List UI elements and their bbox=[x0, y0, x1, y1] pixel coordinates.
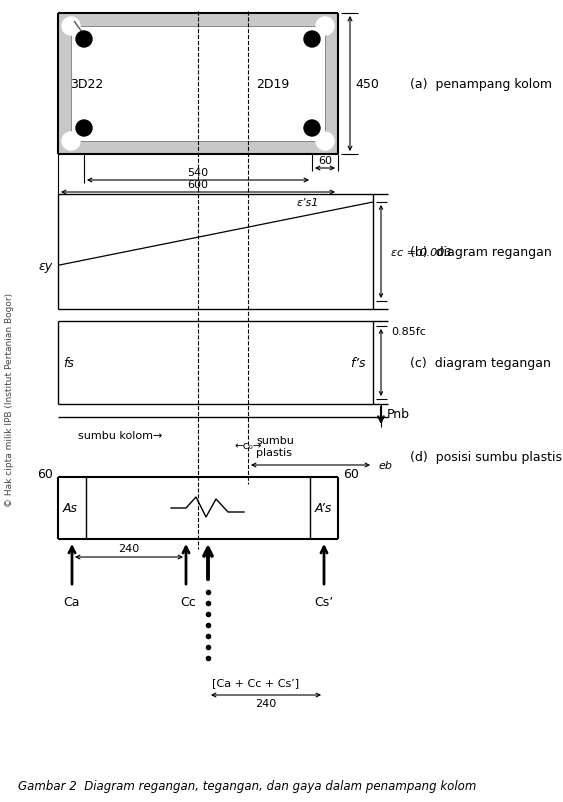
Text: (d)  posisi sumbu plastis c₀: (d) posisi sumbu plastis c₀ bbox=[410, 451, 563, 464]
Text: 3D22: 3D22 bbox=[70, 78, 103, 91]
Text: 60: 60 bbox=[37, 468, 53, 481]
Circle shape bbox=[76, 121, 92, 137]
Text: sumbu kolom→: sumbu kolom→ bbox=[78, 431, 162, 440]
Circle shape bbox=[304, 121, 320, 137]
Polygon shape bbox=[58, 14, 338, 155]
Text: 0.85fc: 0.85fc bbox=[391, 326, 426, 337]
Text: 60: 60 bbox=[318, 156, 332, 166]
Text: Pnb: Pnb bbox=[387, 408, 410, 421]
Circle shape bbox=[316, 133, 334, 151]
Text: (b)  diagram regangan: (b) diagram regangan bbox=[410, 245, 552, 259]
Text: 540: 540 bbox=[187, 168, 208, 178]
Circle shape bbox=[316, 18, 334, 36]
Text: (a)  penampang kolom: (a) penampang kolom bbox=[410, 78, 552, 91]
Text: fs: fs bbox=[63, 357, 74, 370]
Text: [Ca + Cc + Cs’]: [Ca + Cc + Cs’] bbox=[212, 677, 299, 687]
Text: 600: 600 bbox=[187, 180, 208, 190]
Text: As: As bbox=[63, 502, 78, 515]
Text: © Hak cipta milik IPB (Institut Pertanian Bogor): © Hak cipta milik IPB (Institut Pertania… bbox=[6, 293, 15, 506]
Text: εc = 0.003: εc = 0.003 bbox=[391, 247, 452, 257]
Text: Cs’: Cs’ bbox=[314, 595, 334, 608]
Text: eb: eb bbox=[378, 460, 392, 471]
Text: Gambar 2  Diagram regangan, tegangan, dan gaya dalam penampang kolom: Gambar 2 Diagram regangan, tegangan, dan… bbox=[18, 779, 476, 792]
Circle shape bbox=[62, 133, 80, 151]
Text: 450: 450 bbox=[355, 78, 379, 91]
Polygon shape bbox=[71, 27, 325, 142]
Text: ε’s1: ε’s1 bbox=[297, 198, 319, 208]
Text: f’s: f’s bbox=[350, 357, 365, 370]
Text: sumbu
plastis: sumbu plastis bbox=[256, 435, 294, 457]
Text: Cc: Cc bbox=[180, 595, 196, 608]
Text: 240: 240 bbox=[118, 543, 140, 553]
Text: 240: 240 bbox=[256, 698, 276, 708]
Circle shape bbox=[76, 32, 92, 48]
Text: 60: 60 bbox=[343, 468, 359, 481]
Text: Ca: Ca bbox=[64, 595, 81, 608]
Text: A’s: A’s bbox=[315, 502, 332, 515]
Text: εy: εy bbox=[39, 260, 53, 273]
Text: (c)  diagram tegangan: (c) diagram tegangan bbox=[410, 357, 551, 370]
Text: ←c₀→: ←c₀→ bbox=[234, 440, 262, 451]
Circle shape bbox=[304, 32, 320, 48]
Circle shape bbox=[62, 18, 80, 36]
Text: 2D19: 2D19 bbox=[256, 78, 289, 91]
